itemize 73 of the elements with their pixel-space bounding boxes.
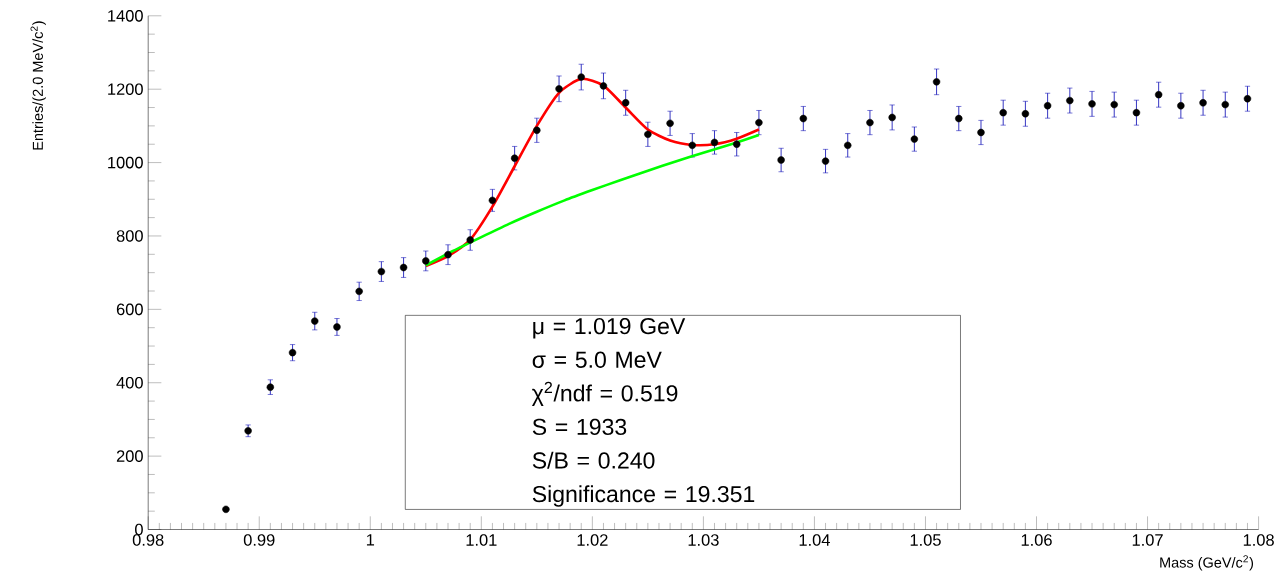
annotation: χ$^{2}$/ndf = 0.519	[531, 381, 678, 407]
point	[844, 141, 852, 150]
point	[932, 78, 941, 86]
point	[422, 257, 430, 265]
point	[533, 126, 541, 135]
y-tick-label: 400	[116, 376, 143, 389]
x-tick-label: 1.08	[1243, 534, 1274, 546]
point	[222, 505, 230, 514]
x-axis-title: Mass (GeV/c$^{2}$)	[1160, 555, 1254, 571]
point	[288, 349, 297, 357]
annotation: σ = 5.0 MeV	[532, 351, 662, 368]
point	[1110, 100, 1118, 109]
x-tick-label: 1.07	[1132, 534, 1163, 546]
point	[355, 287, 363, 296]
point	[1154, 91, 1163, 99]
point	[755, 118, 763, 127]
point	[1066, 96, 1074, 105]
point	[266, 383, 275, 391]
point	[799, 114, 808, 123]
point	[1199, 99, 1207, 107]
point	[866, 118, 874, 127]
point	[733, 140, 741, 148]
point	[977, 128, 985, 137]
point	[1132, 109, 1141, 117]
point	[555, 85, 563, 93]
point	[399, 263, 408, 272]
point	[444, 251, 452, 259]
x-tick-label: 1.04	[799, 534, 830, 546]
point	[1243, 95, 1252, 103]
x-tick-label: 1.02	[577, 534, 608, 546]
x-tick-label: 1.05	[910, 534, 941, 546]
point	[955, 114, 963, 123]
point	[777, 156, 785, 164]
point	[311, 317, 319, 325]
point	[466, 236, 474, 244]
point	[910, 135, 919, 143]
y-tick-label: 0	[135, 523, 143, 536]
y-tick-label: 1200	[108, 83, 143, 96]
annotation: μ = 1.019 GeV	[533, 318, 686, 339]
point	[488, 196, 497, 205]
point	[999, 109, 1007, 117]
point	[821, 157, 830, 165]
point	[888, 113, 896, 122]
annotation: S/B = 0.240	[532, 451, 655, 469]
y-axis-title: Entries/(2.0 MeV/c$^{2}$)	[30, 21, 46, 150]
point	[1177, 102, 1185, 110]
annotation: Significance = 19.351	[532, 485, 755, 507]
point	[666, 119, 674, 128]
x-tick-label: 0.99	[243, 534, 275, 546]
y-tick-label: 1000	[108, 156, 143, 169]
point	[710, 138, 719, 147]
x-tick-label: 1.01	[466, 534, 497, 546]
point	[1021, 110, 1030, 118]
point	[333, 323, 341, 331]
point	[688, 141, 696, 150]
point	[377, 267, 386, 276]
point	[1221, 100, 1229, 109]
x-tick-label: 1	[366, 534, 375, 546]
point	[599, 82, 608, 90]
point	[621, 99, 630, 107]
point	[1088, 100, 1096, 108]
point	[1043, 102, 1052, 110]
x-tick-label: 0.98	[132, 534, 164, 546]
annotation: S = 1933	[532, 418, 627, 436]
point	[577, 73, 585, 81]
y-tick-label: 200	[116, 450, 143, 462]
point	[510, 154, 519, 162]
y-tick-label: 1400	[108, 10, 143, 22]
x-tick-label: 1.03	[688, 534, 719, 546]
point	[644, 130, 652, 139]
y-tick-label: 800	[116, 230, 143, 242]
x-tick-label: 1.06	[1021, 534, 1052, 546]
y-tick-label: 600	[116, 303, 143, 316]
